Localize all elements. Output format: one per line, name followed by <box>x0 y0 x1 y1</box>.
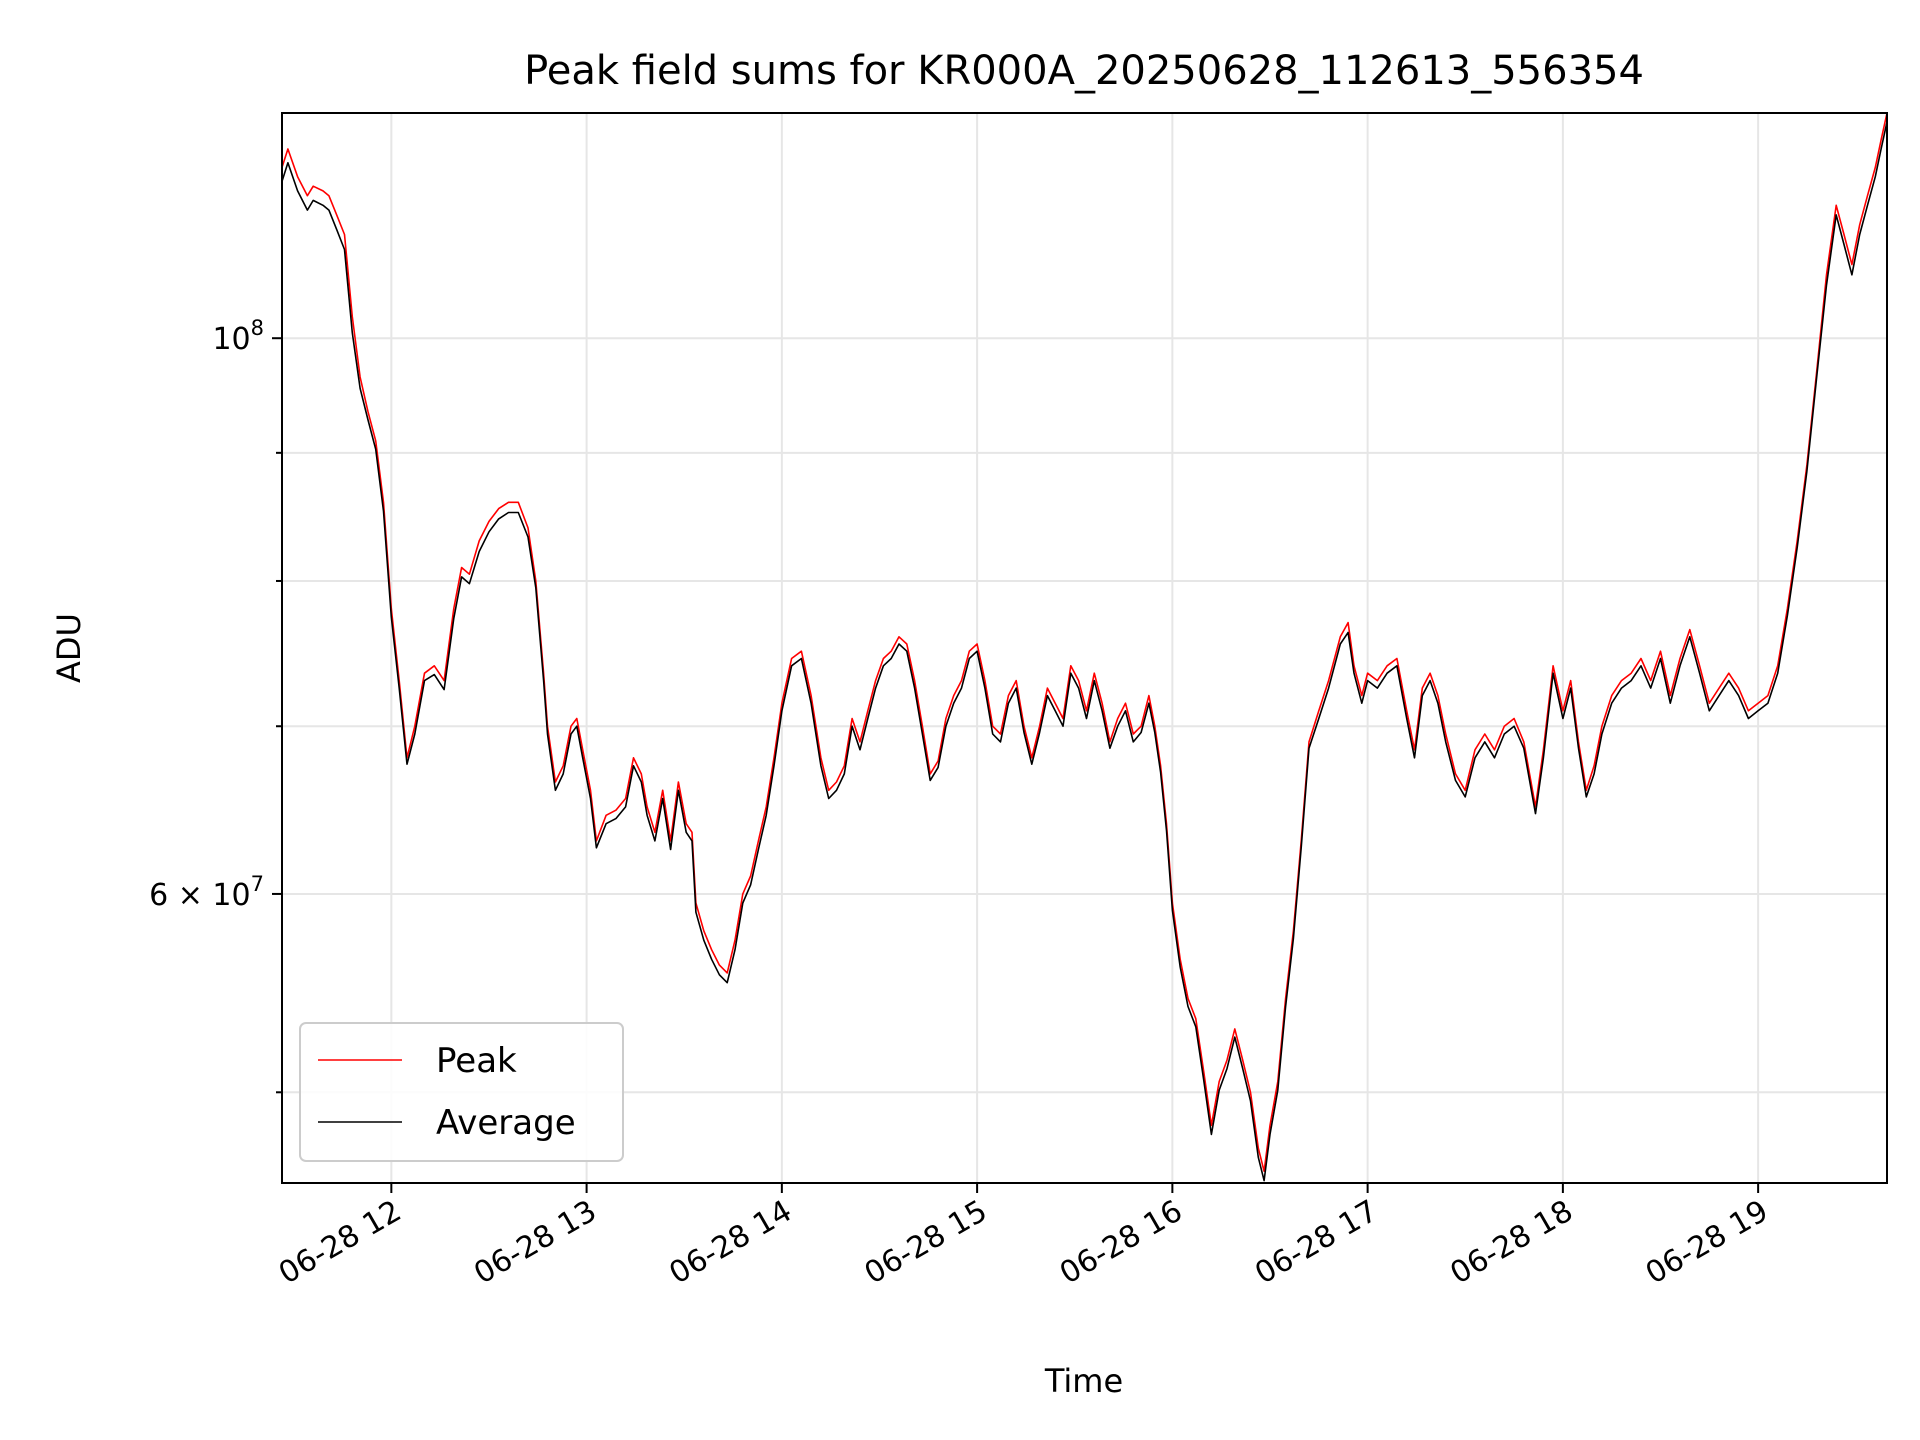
y-tick-label: 108 <box>212 316 264 357</box>
chart-title: Peak field sums for KR000A_20250628_1126… <box>524 48 1644 94</box>
series-line-average <box>282 121 1887 1182</box>
y-tick-label-base: 10 <box>212 322 250 357</box>
legend: Peak Average <box>299 1022 624 1162</box>
legend-label-peak: Peak <box>436 1041 517 1081</box>
legend-box <box>299 1022 624 1162</box>
series-line-peak <box>282 113 1887 1172</box>
series-layer <box>282 113 1887 1182</box>
y-tick-label-base: 6 × 10 <box>149 878 250 913</box>
y-axis-title: ADU <box>50 613 88 683</box>
y-tick-label: 6 × 107 <box>149 872 264 913</box>
legend-label-average: Average <box>436 1103 576 1143</box>
plot-frame <box>281 112 1888 1184</box>
x-axis-title: Time <box>1044 1362 1123 1400</box>
y-tick-label-exponent: 8 <box>251 316 264 340</box>
y-tick-label-exponent: 7 <box>251 872 264 896</box>
